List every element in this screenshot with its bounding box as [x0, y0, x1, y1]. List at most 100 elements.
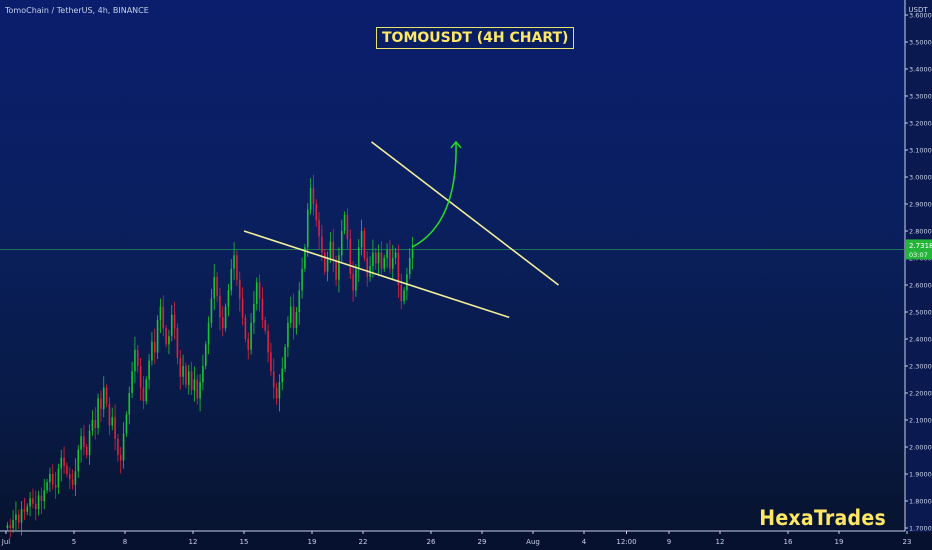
candle-body: [397, 252, 400, 285]
candle-body: [139, 366, 142, 388]
candle-body: [97, 398, 99, 429]
candle-body: [23, 509, 26, 512]
candle-body: [250, 322, 252, 350]
candle-body: [349, 239, 352, 275]
candle-body: [66, 465, 68, 474]
candle-body: [68, 474, 71, 480]
candle-body: [312, 187, 315, 204]
candle-body: [80, 436, 82, 450]
x-tick-label: Jul: [1, 538, 11, 546]
candle-body: [176, 328, 179, 358]
candle-body: [12, 519, 14, 528]
candles: [6, 174, 414, 538]
current-price-text: 2.7318: [909, 242, 932, 250]
candle-body: [145, 379, 148, 402]
candle-body: [292, 306, 295, 329]
lower-trendline[interactable]: [243, 230, 510, 319]
candle-body: [190, 371, 193, 391]
candle-body: [119, 455, 122, 461]
candle-body: [394, 252, 397, 258]
candle-body: [377, 252, 380, 264]
candle-body: [406, 274, 408, 291]
y-tick-label: 1.7000: [909, 525, 932, 533]
candle-body: [343, 214, 346, 231]
candle-body: [363, 231, 366, 258]
candle-body: [199, 382, 201, 399]
candle-body: [340, 231, 343, 256]
x-tick-label: 26: [427, 538, 436, 546]
candle-body: [170, 314, 173, 337]
candle-body: [357, 247, 360, 269]
candle-body: [278, 382, 281, 399]
candle-body: [151, 341, 153, 361]
candle-body: [352, 274, 354, 291]
candle-body: [136, 349, 139, 366]
y-tick-label: 2.2000: [909, 390, 932, 398]
candle-body: [165, 328, 167, 345]
x-tick-label: 19: [308, 538, 317, 546]
candle-body: [105, 387, 108, 404]
candle-body: [374, 252, 377, 264]
candle-body: [323, 252, 326, 272]
x-tick-label: 16: [784, 538, 793, 546]
candle-body: [207, 322, 210, 345]
candle-body: [185, 366, 187, 385]
candle-body: [289, 306, 292, 323]
y-tick-label: 3.0000: [909, 174, 932, 182]
candle-body: [49, 474, 51, 483]
candle-body: [306, 209, 309, 248]
candle-body: [168, 336, 170, 345]
candle-body: [284, 347, 286, 369]
x-tick-label: 8: [123, 538, 127, 546]
candle-body: [142, 387, 145, 402]
candle-body: [202, 366, 204, 383]
x-tick-label: 12:00: [616, 538, 636, 546]
candle-body: [366, 258, 369, 277]
candle-body: [247, 339, 250, 350]
y-tick-label: 3.5000: [909, 39, 932, 47]
x-tick-label: 15: [240, 538, 249, 546]
candle-body: [287, 322, 289, 348]
candle-body: [40, 495, 43, 501]
time-axis-bg[interactable]: [0, 532, 932, 550]
candle-body: [100, 398, 102, 410]
y-tick-label: 2.8000: [909, 228, 932, 236]
candle-body: [346, 214, 349, 240]
candle-body: [270, 352, 272, 372]
candle-body: [29, 498, 31, 507]
breakout-arrow[interactable]: [411, 141, 457, 248]
candle-body: [227, 290, 230, 307]
candle-body: [315, 204, 318, 221]
upper-trendline[interactable]: [371, 141, 559, 286]
x-tick-label: Aug: [526, 538, 540, 546]
x-tick-label: 12: [716, 538, 725, 546]
candle-body: [173, 314, 176, 329]
candle-body: [275, 387, 278, 399]
candle-body: [219, 295, 221, 318]
currency-label: USDT: [908, 6, 928, 14]
candle-body: [193, 379, 196, 391]
candle-body: [372, 252, 374, 267]
x-tick-label: 4: [582, 538, 587, 546]
candle-body: [134, 349, 136, 372]
price-label-badge: [905, 239, 932, 260]
x-tick-label: 9: [667, 538, 671, 546]
candle-body: [17, 514, 20, 523]
y-tick-label: 2.4000: [909, 336, 932, 344]
candle-body: [54, 484, 57, 488]
y-tick-label: 2.6000: [909, 282, 932, 290]
candle-body: [261, 298, 264, 321]
candle-body: [383, 258, 386, 269]
candle-body: [264, 320, 267, 331]
candle-body: [51, 474, 54, 485]
y-tick-label: 2.1000: [909, 417, 932, 425]
candle-body: [213, 276, 216, 299]
candle-body: [43, 490, 46, 501]
price-axis-bg[interactable]: [905, 0, 932, 550]
x-tick-label: 29: [478, 538, 487, 546]
candle-body: [153, 341, 156, 353]
candle-body: [236, 255, 238, 280]
candle-body: [15, 514, 17, 520]
candle-body: [267, 330, 269, 353]
